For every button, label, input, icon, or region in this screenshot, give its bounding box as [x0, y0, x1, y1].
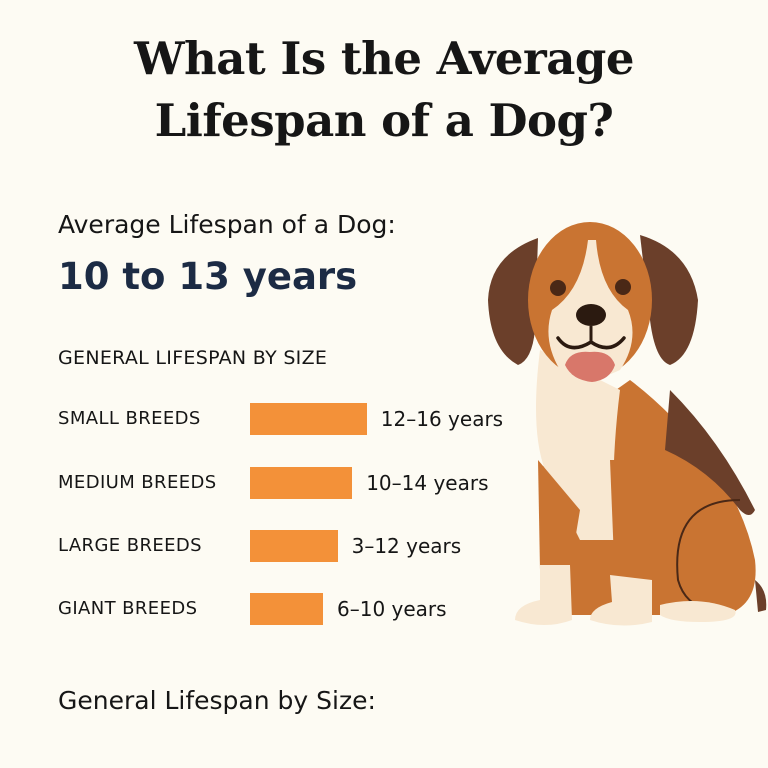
average-range: 10 to 13 years — [58, 255, 358, 298]
bar-data-label: 6–10 years — [337, 597, 447, 621]
bar — [250, 403, 367, 435]
bar-row: MEDIUM BREEDS 10–14 years — [58, 467, 518, 499]
subtitle: Average Lifespan of a Dog: — [58, 210, 396, 239]
title-line-1: What Is the Average — [133, 32, 635, 85]
page-title: What Is the Average Lifespan of a Dog? — [0, 28, 768, 152]
bar — [250, 530, 338, 562]
title-line-2: Lifespan of a Dog? — [154, 94, 614, 147]
bar-category-label: MEDIUM BREEDS — [58, 472, 217, 493]
bar — [250, 467, 353, 499]
bar-row: SMALL BREEDS 12–16 years — [58, 403, 518, 435]
footer-heading: General Lifespan by Size: — [58, 686, 376, 715]
dog-illustration — [488, 222, 767, 626]
chart-title: GENERAL LIFESPAN BY SIZE — [58, 347, 328, 369]
beagle-icon — [488, 222, 767, 626]
bar-row: LARGE BREEDS 3–12 years — [58, 530, 518, 562]
bar — [250, 593, 323, 625]
bar-data-label: 12–16 years — [380, 407, 504, 431]
bar-row: GIANT BREEDS 6–10 years — [58, 593, 518, 625]
bar-data-label: 3–12 years — [351, 534, 462, 558]
bar-category-label: GIANT BREEDS — [58, 598, 198, 619]
bar-category-label: LARGE BREEDS — [58, 535, 202, 556]
bar-data-label: 10–14 years — [366, 471, 489, 495]
bar-category-label: SMALL BREEDS — [58, 408, 201, 429]
